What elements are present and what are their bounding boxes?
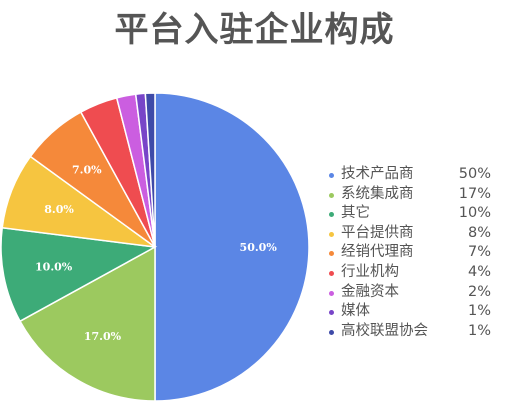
legend-item: 平台提供商 8% bbox=[325, 224, 509, 244]
slice-label-1: 17.0% bbox=[84, 330, 122, 343]
chart-title: 平台入驻企业构成 bbox=[114, 10, 395, 50]
legend-value-2: 10% bbox=[458, 205, 491, 222]
legend-name-8: 高校联盟协会 bbox=[341, 322, 428, 339]
legend-item: 媒体 1% bbox=[325, 302, 509, 322]
legend-swatch-6 bbox=[329, 290, 334, 296]
legend-value-5: 4% bbox=[467, 263, 491, 280]
legend-swatch-7 bbox=[329, 310, 334, 316]
legend-item: 金融资本 2% bbox=[325, 283, 509, 303]
pie-slice-2 bbox=[0, 226, 158, 323]
legend-item: 其它 10% bbox=[325, 204, 509, 224]
pie-slice-8 bbox=[144, 92, 156, 248]
legend-name-4: 经销代理商 bbox=[341, 244, 414, 261]
legend-swatch-0 bbox=[329, 173, 334, 178]
legend-name-1: 系统集成商 bbox=[341, 185, 414, 202]
legend-value-1: 17% bbox=[458, 185, 491, 202]
legend: 技术产品商 50% 系统集成商 17% 其它 10% 平台提供商 8% 经销代理商 7% 行业机构 4… bbox=[325, 165, 509, 341]
legend-name-6: 金融资本 bbox=[341, 283, 399, 300]
legend-swatch-3 bbox=[329, 231, 334, 237]
legend-item: 行业机构 4% bbox=[325, 263, 509, 283]
legend-item: 高校联盟协会 1% bbox=[325, 322, 509, 342]
legend-name-5: 行业机构 bbox=[341, 263, 399, 280]
legend-swatch-4 bbox=[329, 251, 334, 257]
legend-value-0: 50% bbox=[458, 166, 491, 182]
legend-value-8: 1% bbox=[467, 322, 491, 339]
legend-value-7: 1% bbox=[467, 303, 491, 320]
slice-label-0: 50.0% bbox=[240, 241, 278, 254]
slice-label-3: 8.0% bbox=[44, 203, 74, 216]
slice-label-2: 10.0% bbox=[35, 260, 73, 273]
legend-item: 经销代理商 7% bbox=[325, 243, 509, 263]
slice-label-4: 7.0% bbox=[72, 164, 102, 177]
legend-swatch-1 bbox=[329, 192, 334, 198]
pie-slice-1 bbox=[19, 245, 156, 402]
legend-value-6: 2% bbox=[467, 283, 491, 300]
legend-name-7: 媒体 bbox=[341, 303, 370, 320]
legend-value-3: 8% bbox=[467, 224, 491, 241]
legend-swatch-5 bbox=[329, 270, 334, 276]
legend-swatch-2 bbox=[329, 212, 334, 218]
pie-slice-0 bbox=[154, 92, 310, 402]
legend-value-4: 7% bbox=[467, 244, 491, 261]
legend-item: 系统集成商 17% bbox=[325, 185, 509, 205]
legend-swatch-8 bbox=[329, 329, 334, 335]
legend-name-3: 平台提供商 bbox=[341, 224, 414, 241]
legend-item: 技术产品商 50% bbox=[325, 165, 509, 185]
legend-name-0: 技术产品商 bbox=[341, 166, 414, 182]
legend-name-2: 其它 bbox=[341, 205, 370, 222]
